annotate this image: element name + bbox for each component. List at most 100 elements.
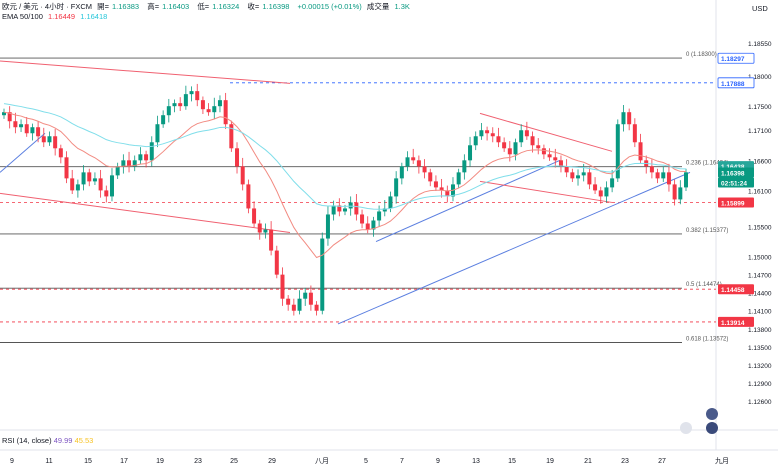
- candle-body: [337, 205, 342, 212]
- candle-body: [394, 178, 399, 197]
- price-axis-label: 1.14458: [721, 287, 745, 294]
- y-tick-label: 1.15500: [748, 225, 772, 232]
- candle-body: [433, 181, 438, 188]
- ema-row[interactable]: EMA 50/100 1.16449 1.16418: [2, 12, 108, 21]
- candle-body: [206, 109, 211, 113]
- candle-body: [19, 124, 24, 128]
- candle-body: [524, 130, 529, 137]
- x-tick-label: 11: [45, 458, 52, 465]
- candle-body: [274, 250, 279, 275]
- candle-body: [672, 184, 677, 200]
- candle-body: [502, 142, 507, 149]
- y-tick-label: 1.18000: [748, 74, 772, 81]
- candle-body: [570, 172, 575, 179]
- candle-body: [638, 142, 643, 161]
- candle-body: [195, 91, 200, 101]
- currency-label[interactable]: USD: [752, 4, 768, 13]
- candle-body: [661, 172, 666, 179]
- candle-body: [348, 202, 353, 209]
- candle-body: [678, 187, 683, 200]
- fib-level-label: 0 (1.18300): [686, 52, 717, 58]
- candle-body: [269, 229, 274, 251]
- candle-body: [2, 112, 6, 116]
- candle-body: [291, 304, 296, 311]
- x-tick-label: 25: [230, 458, 238, 465]
- candle-body: [212, 106, 217, 113]
- price-axis-label-box: [717, 77, 755, 89]
- ema50-line: [3, 111, 687, 259]
- candle-body: [314, 304, 319, 311]
- event-lightning-icon[interactable]: [680, 422, 692, 434]
- candle-body: [98, 178, 103, 191]
- fib-level-label: 0.5 (1.14474): [686, 282, 722, 288]
- candle-body: [13, 121, 18, 128]
- candle-body: [655, 172, 660, 179]
- candle-body: [144, 154, 149, 161]
- candle-body: [64, 157, 69, 179]
- candle-body: [382, 208, 387, 212]
- candle-body: [115, 166, 120, 176]
- candle-body: [286, 298, 291, 305]
- candle-body: [604, 187, 609, 197]
- candle-body: [513, 142, 518, 155]
- open-label: 開= 1.16383: [97, 2, 140, 11]
- candle-body: [632, 124, 637, 143]
- y-tick-label: 1.15000: [748, 255, 772, 262]
- channel-lower-right: [479, 180, 613, 203]
- fib-level-label: 0.236 (1.16494): [686, 161, 728, 167]
- candle-body: [320, 238, 325, 311]
- x-tick-label: 15: [84, 458, 92, 465]
- y-tick-label: 1.14700: [748, 273, 772, 280]
- x-tick-label: 八月: [315, 457, 329, 465]
- event-flag-icon[interactable]: [706, 422, 718, 434]
- candle-body: [428, 172, 433, 182]
- candle-body: [183, 94, 188, 107]
- candle-body: [649, 166, 654, 173]
- candle-body: [81, 172, 86, 185]
- candle-body: [519, 130, 524, 143]
- candle-body: [666, 172, 671, 185]
- candle-body: [308, 292, 313, 305]
- candle-body: [439, 187, 444, 191]
- candle-body: [303, 292, 308, 299]
- candle-body: [41, 136, 46, 143]
- chart-legend: 欧元 / 美元 · 4小时 · FXCM 開= 1.16383 高= 1.16403…: [2, 2, 416, 22]
- x-tick-label: 27: [658, 458, 666, 465]
- x-tick-label: 23: [621, 458, 629, 465]
- candle-body: [615, 124, 620, 179]
- y-tick-label: 1.16600: [748, 158, 772, 165]
- candle-body: [297, 298, 302, 311]
- y-tick-label: 1.12900: [748, 381, 772, 388]
- candle-body: [7, 112, 12, 122]
- candle-body: [593, 184, 598, 191]
- ema100-line: [3, 103, 687, 210]
- candle-body: [235, 148, 240, 167]
- candle-body: [172, 103, 177, 107]
- candle-body: [507, 148, 512, 155]
- symbol-label[interactable]: 欧元 / 美元 · 4小时 · FXCM: [2, 2, 92, 11]
- x-tick-label: 29: [268, 458, 276, 465]
- candle-body: [127, 160, 132, 167]
- event-us-icon[interactable]: [706, 408, 718, 420]
- price-axis-label: 1.18297: [721, 56, 745, 63]
- candle-body: [240, 166, 245, 185]
- x-tick-label: 19: [156, 458, 164, 465]
- price-axis-label: 1.13914: [721, 320, 745, 327]
- candle-body: [36, 127, 41, 137]
- y-tick-label: 1.12600: [748, 399, 772, 406]
- x-tick-label: 15: [508, 458, 516, 465]
- candle-body: [257, 223, 262, 233]
- candle-body: [24, 124, 29, 134]
- x-tick-label: 9: [436, 458, 440, 465]
- y-tick-label: 1.13200: [748, 363, 772, 370]
- candle-body: [70, 178, 75, 191]
- rsi-legend[interactable]: RSI (14, close) 49.99 45.53: [2, 436, 94, 445]
- candle-body: [246, 184, 251, 209]
- candle-body: [416, 160, 421, 167]
- channel-lower-line: [0, 192, 291, 234]
- candle-body: [627, 112, 632, 125]
- trendline-left: [0, 132, 46, 173]
- y-tick-label: 1.14400: [748, 291, 772, 298]
